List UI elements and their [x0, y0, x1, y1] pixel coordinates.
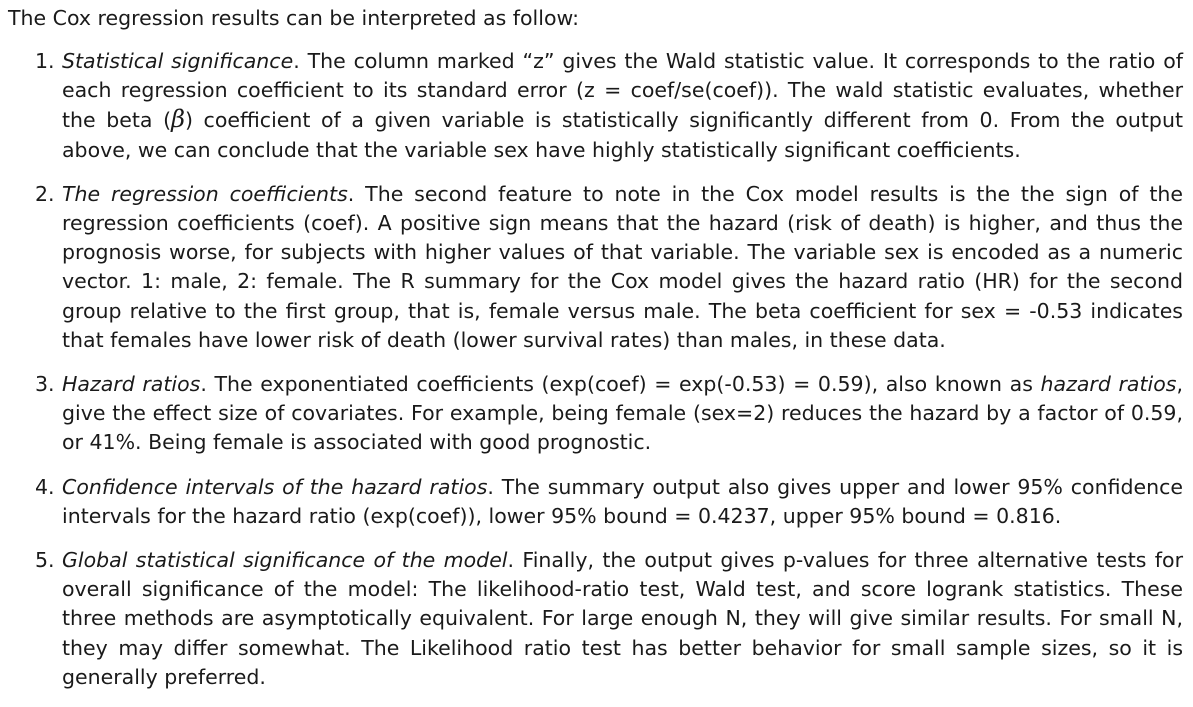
- item-text: . Finally, the output gives p-values for…: [62, 548, 1183, 689]
- item-text: . The second feature to note in the Cox …: [62, 181, 1183, 352]
- item-lead: The regression coefficients: [62, 181, 348, 206]
- item-text-cont: , give the effect size of covariates. Fo…: [62, 372, 1183, 455]
- list-number: 4.: [35, 474, 55, 499]
- item-term: hazard ratios: [1040, 372, 1177, 397]
- list-item-confidence-intervals: 4. Confidence intervals of the hazard rat…: [0, 473, 1193, 531]
- list-number: 5.: [35, 548, 55, 573]
- item-lead: Global statistical significance of the m…: [62, 548, 508, 573]
- item-text: . The exponentiated coefficients (exp(co…: [200, 372, 1041, 397]
- item-lead: Hazard ratios: [62, 372, 201, 397]
- list-item-hazard-ratios: 3. Hazard ratios. The exponentiated coeff…: [0, 370, 1193, 458]
- list-item-regression-coefficients: 2. The regression coefficients. The secon…: [0, 180, 1193, 355]
- interpretation-list: 1. Statistical significance. The column m…: [0, 47, 1193, 707]
- list-item-statistical-significance: 1. Statistical significance. The column m…: [0, 47, 1193, 165]
- item-text-cont: ) coefficient of a given variable is sta…: [62, 108, 1183, 162]
- intro-text: The Cox regression results can be interp…: [8, 6, 580, 30]
- list-number: 1.: [35, 49, 55, 73]
- item-lead: Confidence intervals of the hazard ratio…: [62, 474, 488, 499]
- list-item-global-significance: 5. Global statistical significance of the…: [0, 546, 1193, 692]
- item-text: . The summary output also gives upper an…: [62, 474, 1183, 528]
- item-text: . The column marked “z” gives the Wald s…: [62, 49, 1183, 133]
- beta-symbol: β: [171, 105, 185, 134]
- list-number: 2.: [35, 181, 55, 206]
- item-lead: Statistical significance: [62, 49, 294, 73]
- list-number: 3.: [35, 372, 55, 397]
